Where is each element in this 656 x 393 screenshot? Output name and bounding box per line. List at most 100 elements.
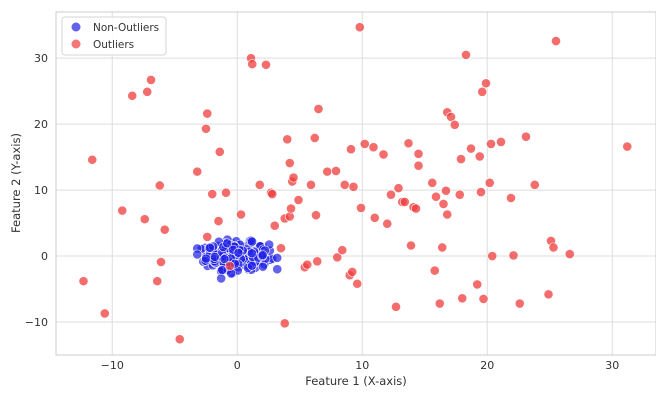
y-tick-label: 0 — [41, 250, 48, 263]
legend-label-non-outliers: Non-Outliers — [93, 22, 159, 34]
outlier-point — [413, 148, 424, 159]
outlier-point — [481, 78, 491, 89]
outlier-point — [378, 149, 389, 160]
outlier-point — [521, 131, 531, 142]
outlier-point — [472, 279, 483, 290]
outlier-point — [254, 179, 265, 190]
outlier-point — [564, 249, 575, 259]
outlier-point — [78, 276, 89, 287]
outlier-point — [529, 179, 540, 190]
outlier-point — [413, 160, 424, 171]
y-tick-label: −10 — [25, 316, 48, 329]
outlier-point — [446, 111, 456, 122]
outlier-point — [214, 146, 225, 157]
outlier-point — [282, 134, 293, 145]
legend-marker-non-outliers — [71, 22, 81, 32]
outlier-point — [441, 185, 451, 196]
outlier-point — [284, 158, 295, 168]
outlier-point — [399, 197, 410, 207]
outlier-point — [269, 220, 280, 231]
outlier-point — [429, 265, 440, 276]
outlier-point — [508, 250, 519, 261]
outlier-point — [276, 243, 286, 254]
outlier-point — [332, 252, 343, 263]
outlier-point — [221, 187, 231, 198]
outlier-point — [454, 189, 465, 200]
outlier-point — [302, 259, 313, 270]
outlier-point — [484, 177, 495, 188]
outlier-point — [359, 139, 370, 149]
non-outlier-point — [222, 238, 233, 249]
outlier-point — [476, 187, 486, 197]
outlier-point — [486, 139, 496, 149]
outlier-point — [156, 257, 166, 267]
y-tick-label: 20 — [34, 118, 48, 131]
outlier-point — [202, 232, 213, 242]
x-tick-label: −10 — [101, 359, 124, 372]
outlier-point — [347, 266, 358, 277]
outlier-point — [474, 151, 485, 162]
y-tick-labels: −10 0 10 20 30 — [25, 52, 48, 329]
outlier-point — [87, 154, 98, 165]
outlier-point — [438, 199, 449, 209]
outlier-point — [293, 195, 304, 205]
outlier-point — [139, 214, 150, 225]
outlier-point — [427, 177, 438, 188]
outlier-point — [174, 334, 185, 345]
outlier-point — [142, 86, 153, 97]
legend-marker-outliers — [71, 39, 81, 49]
outlier-point — [117, 205, 128, 216]
non-outlier-point — [257, 250, 268, 261]
outlier-point — [207, 189, 218, 199]
y-tick-label: 30 — [34, 52, 48, 65]
x-tick-label: 20 — [480, 359, 494, 372]
outlier-point — [386, 189, 396, 200]
outlier-point — [506, 193, 516, 203]
outlier-point — [339, 179, 350, 190]
outlier-point — [461, 49, 471, 60]
outlier-point — [311, 210, 321, 221]
y-tick-label: 10 — [34, 184, 48, 197]
non-outlier-point — [247, 248, 257, 259]
outlier-point — [543, 289, 554, 300]
outlier-point — [146, 75, 156, 85]
outlier-point — [279, 318, 290, 329]
grid-lines — [56, 12, 656, 355]
outlier-point — [348, 181, 359, 192]
outlier-point — [213, 216, 224, 226]
outlier-point — [286, 203, 296, 214]
outlier-point — [514, 298, 525, 309]
non-outlier-point — [216, 273, 227, 284]
outlier-point — [99, 308, 110, 319]
outlier-point — [127, 90, 138, 101]
outlier-point — [393, 183, 404, 194]
x-axis-label: Feature 1 (X-axis) — [305, 374, 407, 388]
outlier-point — [477, 86, 488, 97]
non-outlier-point — [217, 265, 228, 275]
outlier-point — [403, 138, 414, 149]
outlier-point — [288, 172, 299, 183]
outlier-point — [382, 218, 393, 229]
outlier-point — [368, 142, 379, 153]
outlier-point — [622, 141, 633, 152]
outlier-point — [411, 203, 421, 214]
non-outlier-point — [233, 247, 244, 258]
outlier-point — [202, 108, 213, 119]
outlier-point — [369, 212, 380, 223]
outlier-point — [313, 104, 324, 114]
outlier-point — [267, 189, 278, 199]
outlier-point — [551, 36, 561, 46]
outlier-point — [406, 240, 416, 251]
non-outlier-point — [201, 253, 211, 264]
outlier-point — [346, 144, 356, 155]
outlier-point — [224, 261, 235, 271]
outlier-point — [354, 22, 365, 33]
outlier-point — [437, 242, 448, 253]
non-outlier-point — [272, 264, 283, 275]
x-tick-label: 10 — [355, 359, 369, 372]
outlier-point — [152, 276, 163, 287]
outlier-point — [434, 298, 445, 309]
outlier-point — [449, 119, 460, 130]
non-outlier-point — [257, 261, 268, 272]
